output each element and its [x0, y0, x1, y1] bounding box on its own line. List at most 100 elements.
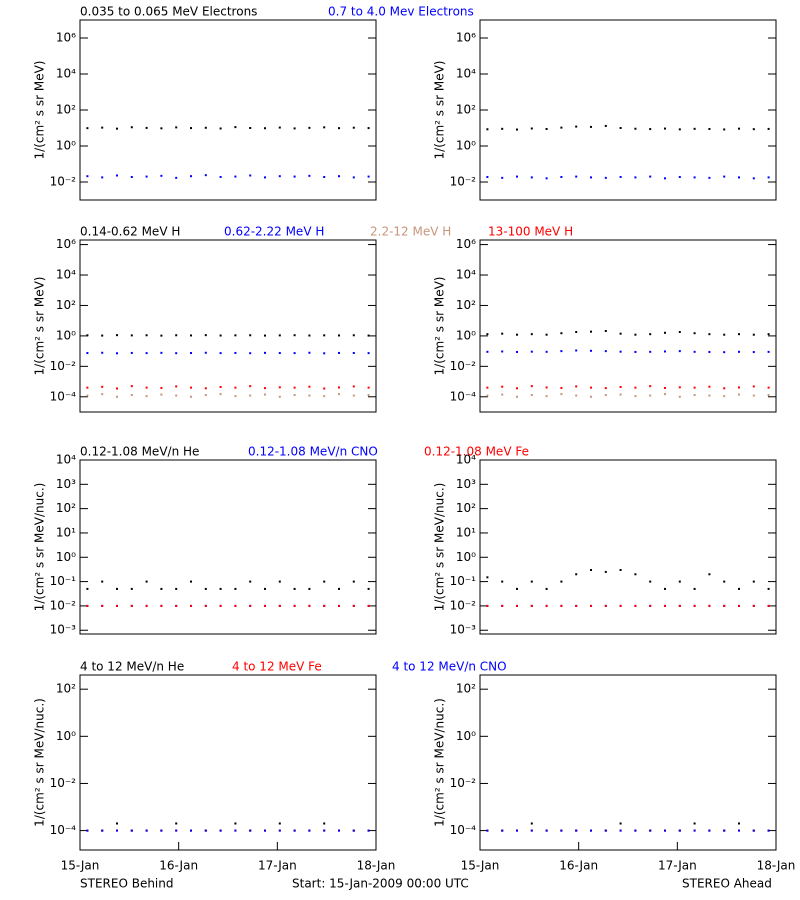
data-point: [693, 350, 696, 353]
y-tick-label: 10⁻²: [450, 175, 477, 189]
x-tick-label: 15-Jan: [61, 859, 100, 873]
data-point: [204, 174, 207, 177]
data-point: [693, 386, 696, 389]
legend-entry: 13-100 MeV H: [488, 225, 573, 239]
data-point: [338, 386, 340, 389]
data-point: [486, 175, 489, 178]
data-point: [130, 829, 133, 832]
data-point: [530, 829, 533, 832]
data-point: [723, 829, 726, 832]
data-point: [219, 334, 222, 337]
data-point: [367, 175, 370, 178]
data-point: [219, 175, 222, 178]
data-point: [101, 604, 104, 607]
data-point: [278, 352, 281, 355]
data-point: [738, 829, 740, 832]
data-point: [234, 351, 237, 354]
data-point: [752, 333, 755, 336]
data-point: [338, 351, 340, 354]
y-tick-label: 10⁰: [456, 139, 476, 153]
data-point: [693, 587, 696, 590]
data-point: [752, 829, 755, 832]
data-point: [145, 175, 148, 178]
y-tick-label: 10⁴: [56, 67, 76, 81]
y-tick-label: 10²: [56, 682, 76, 696]
data-point: [604, 604, 607, 607]
data-point: [560, 393, 563, 396]
data-point: [590, 604, 592, 607]
y-tick-label: 10⁻²: [50, 175, 77, 189]
data-point: [767, 587, 770, 590]
legend-entry: 4 to 12 MeV Fe: [232, 660, 322, 674]
data-point: [264, 604, 266, 607]
data-point: [323, 822, 326, 825]
data-point: [323, 387, 326, 390]
series: [486, 329, 770, 336]
data-point: [678, 331, 681, 334]
y-tick-label: 10²: [456, 298, 476, 312]
data-point: [575, 394, 578, 397]
data-point: [249, 385, 252, 388]
data-point: [352, 352, 355, 355]
data-point: [486, 333, 489, 336]
data-point: [678, 829, 681, 832]
y-tick-label: 10²: [56, 103, 76, 117]
y-tick-label: 10⁻⁴: [50, 389, 77, 403]
data-point: [752, 385, 755, 388]
data-point: [723, 128, 726, 131]
data-point: [86, 604, 89, 607]
data-point: [501, 350, 504, 353]
data-point: [323, 352, 326, 355]
data-point: [278, 604, 281, 607]
data-point: [767, 394, 770, 397]
x-tick-label: 17-Jan: [658, 859, 697, 873]
series: [486, 393, 770, 398]
data-point: [575, 331, 578, 334]
data-point: [767, 604, 770, 607]
data-point: [486, 604, 489, 607]
data-point: [323, 175, 326, 178]
data-point: [767, 829, 770, 832]
data-point: [116, 395, 118, 398]
legend-entry: 4 to 12 MeV/n CNO: [392, 660, 507, 674]
data-point: [575, 349, 578, 352]
data-point: [145, 580, 148, 583]
data-point: [708, 385, 711, 388]
y-tick-label: 10⁻¹: [50, 574, 77, 588]
data-point: [352, 604, 355, 607]
data-point: [619, 604, 622, 607]
data-point: [708, 573, 711, 576]
data-point: [308, 351, 311, 354]
data-point: [649, 350, 652, 353]
series: [486, 349, 770, 354]
data-point: [501, 393, 504, 396]
data-point: [190, 175, 192, 178]
data-point: [204, 334, 207, 337]
data-point: [86, 394, 89, 397]
data-point: [619, 127, 622, 129]
data-point: [264, 829, 266, 832]
data-point: [545, 604, 548, 607]
data-point: [723, 580, 726, 583]
data-point: [101, 334, 104, 337]
data-point: [664, 393, 666, 396]
data-point: [219, 127, 222, 130]
data-point: [175, 385, 178, 388]
data-point: [634, 604, 637, 607]
data-point: [516, 333, 518, 336]
y-tick-label: 10⁻⁴: [50, 823, 77, 837]
data-point: [130, 604, 133, 607]
data-point: [516, 350, 518, 353]
data-point: [264, 587, 266, 590]
data-point: [708, 604, 711, 607]
y-axis-label: 1/(cm² s sr MeV): [433, 61, 447, 160]
data-point: [367, 604, 370, 607]
data-point: [738, 393, 740, 396]
x-tick-label: 17-Jan: [258, 859, 297, 873]
y-tick-label: 10⁻³: [450, 623, 477, 637]
data-point: [590, 386, 592, 389]
series: [486, 385, 770, 390]
data-point: [308, 126, 311, 129]
data-point: [175, 176, 178, 179]
data-point: [367, 334, 370, 337]
